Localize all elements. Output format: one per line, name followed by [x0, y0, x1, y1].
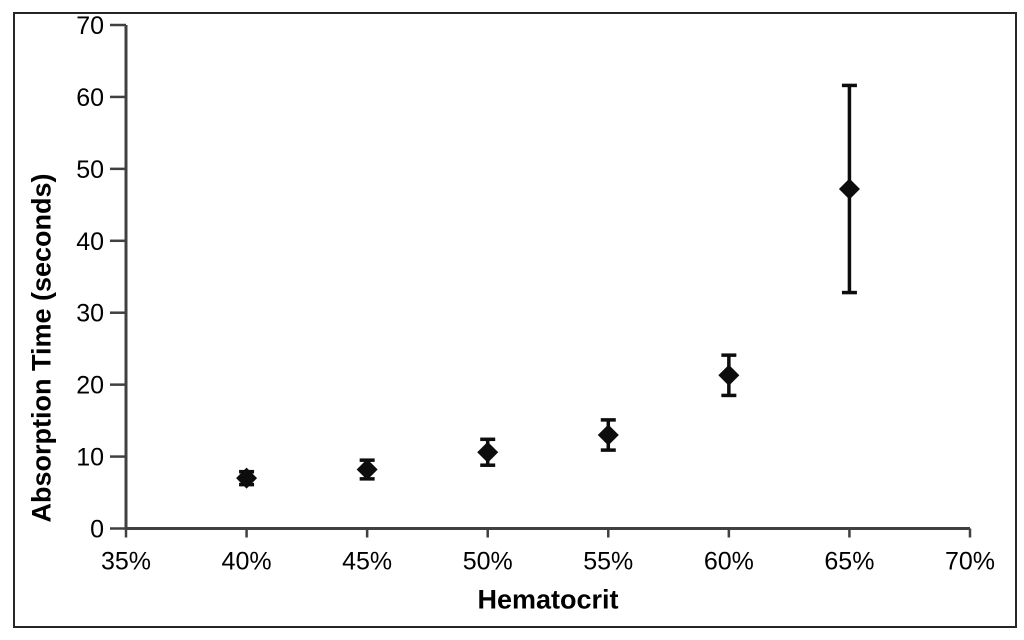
data-point-marker: [838, 178, 860, 200]
data-point-marker: [356, 459, 378, 481]
x-tick-label: 60%: [704, 548, 754, 576]
data-point-marker: [597, 424, 619, 446]
y-tick-label: 60: [76, 84, 104, 112]
y-tick-label: 10: [76, 444, 104, 472]
x-tick-label: 55%: [583, 548, 633, 576]
x-tick-label: 35%: [101, 548, 151, 576]
y-tick-label: 0: [90, 516, 104, 544]
figure-border: [13, 12, 1017, 628]
data-point-marker: [477, 441, 499, 463]
data-point-marker: [236, 467, 258, 489]
y-tick-label: 70: [76, 12, 104, 40]
y-axis-title: Absorption Time (seconds): [26, 173, 57, 523]
y-tick-label: 40: [76, 228, 104, 256]
x-tick-label: 50%: [463, 548, 513, 576]
x-axis-title: Hematocrit: [477, 584, 619, 615]
x-tick-label: 45%: [342, 548, 392, 576]
x-tick-label: 40%: [222, 548, 272, 576]
x-tick-label: 70%: [945, 548, 995, 576]
y-tick-label: 30: [76, 300, 104, 328]
y-tick-label: 20: [76, 372, 104, 400]
y-tick-label: 50: [76, 156, 104, 184]
x-tick-label: 65%: [824, 548, 874, 576]
data-point-marker: [718, 364, 740, 386]
